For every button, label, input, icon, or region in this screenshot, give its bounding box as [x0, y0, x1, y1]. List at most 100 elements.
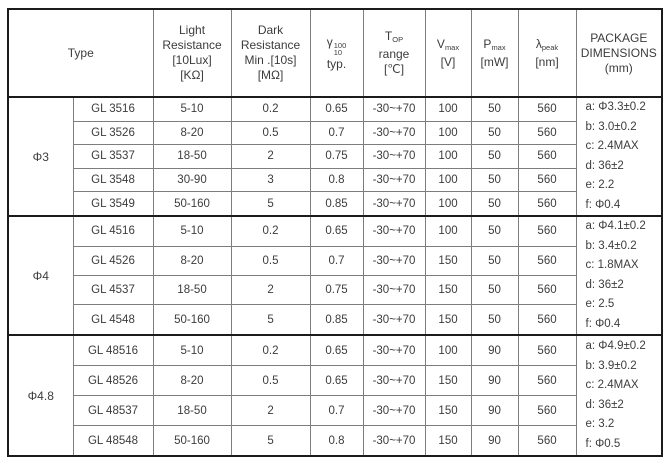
cell-model: GL 48526	[72, 365, 154, 396]
table-row: GL 48548 50-160 5 0.8 -30~+70 150 90 560	[8, 425, 662, 457]
table-row: Φ4.8 GL 48516 5-10 0.2 0.65 -30~+70 100 90 560 a:…	[7, 334, 663, 457]
package-dimension-line: e: 3.2	[585, 418, 615, 430]
package-dimension-line: a: Φ3.3±0.2	[585, 101, 646, 113]
package-dimension-line: d: 36±2	[585, 278, 624, 291]
table-row: GL 48526 8-20 0.5 0.65 -30~+70 150 90 560	[8, 365, 662, 396]
package-dimension-line: a: Φ4.9±0.2	[585, 340, 646, 352]
cell-gamma: 0.65	[309, 95, 364, 122]
cell-gamma: 0.65	[309, 365, 364, 396]
table-row: GL 3526 8-20 0.5 0.7 -30~+70 100 50 560	[8, 120, 662, 146]
table-row: GL 48537 18-50 2 0.7 -30~+70 150 90 560	[8, 395, 662, 426]
cell-light-resistance: 5-10	[152, 215, 232, 247]
cell-dark-resistance: 5	[230, 191, 311, 217]
header-row: Type Light Resistance [10Lux] [KΩ] Dark …	[7, 8, 663, 98]
cell-light-resistance: 18-50	[152, 274, 232, 306]
col-header-top-range: TOP range [℃]	[362, 8, 426, 98]
cell-model: GL 3549	[72, 191, 154, 217]
package-dimension-line: c: 1.8MAX	[585, 259, 639, 271]
cell-top-range: -30~+70	[362, 144, 426, 169]
cell-vmax: 150	[424, 425, 472, 457]
cell-lambda-peak: 560	[517, 215, 577, 247]
package-dimensions-list: a: Φ3.3±0.2 b: 3.0±0.2 c: 2.4MAX d: 36±2 e: …	[577, 99, 661, 215]
package-dimension-line: f: Φ0.4	[585, 198, 621, 211]
group-type-cell: Φ4.8	[7, 334, 74, 457]
cell-top-range: -30~+70	[362, 365, 426, 396]
cell-top-range: -30~+70	[362, 425, 426, 457]
table-row: Φ4 GL 4516 5-10 0.2 0.65 -30~+70 100 50 560 a: Φ4…	[7, 215, 663, 336]
cell-top-range: -30~+70	[362, 395, 426, 426]
col-header-dark-resistance: Dark Resistance Min .[10s] [MΩ]	[230, 8, 311, 98]
package-dimension-line: b: 3.9±0.2	[585, 359, 637, 372]
cell-model: GL 48516	[72, 334, 154, 366]
cell-dark-resistance: 0.5	[230, 245, 311, 276]
cell-light-resistance: 18-50	[152, 144, 232, 169]
cell-top-range: -30~+70	[362, 167, 426, 193]
cell-top-range: -30~+70	[362, 334, 426, 366]
cell-pmax: 90	[470, 395, 519, 426]
package-dimension-line: d: 36±2	[585, 398, 624, 411]
cell-dark-resistance: 2	[230, 144, 311, 169]
group-type-cell: Φ3	[7, 96, 74, 217]
cell-gamma: 0.8	[309, 167, 364, 193]
cell-top-range: -30~+70	[362, 304, 426, 336]
cell-gamma: 0.7	[309, 395, 364, 426]
cell-vmax: 150	[424, 245, 472, 276]
cell-dark-resistance: 0.2	[230, 95, 311, 122]
package-dimension-line: c: 2.4MAX	[585, 379, 639, 391]
cell-gamma: 0.85	[309, 191, 364, 217]
package-dimension-line: f: Φ0.4	[585, 317, 621, 330]
cell-pmax: 90	[470, 334, 519, 366]
package-dimension-line: b: 3.4±0.2	[585, 239, 637, 252]
cell-dark-resistance: 0.2	[230, 215, 311, 247]
cell-gamma: 0.7	[309, 245, 364, 276]
package-dimensions-cell: a: Φ3.3±0.2 b: 3.0±0.2 c: 2.4MAX d: 36±2 e: …	[575, 96, 663, 217]
cell-vmax: 100	[424, 120, 472, 146]
col-header-type: Type	[7, 8, 154, 98]
cell-pmax: 50	[470, 215, 519, 247]
cell-model: GL 3537	[72, 144, 154, 169]
cell-model: GL 48548	[72, 425, 154, 457]
cell-lambda-peak: 560	[517, 120, 577, 146]
table-row: GL 4526 8-20 0.5 0.7 -30~+70 150 50 560	[8, 245, 662, 276]
cell-dark-resistance: 0.2	[230, 334, 311, 366]
cell-gamma: 0.85	[309, 304, 364, 336]
table-row: GL 4548 50-160 5 0.85 -30~+70 150 50 560	[8, 304, 662, 336]
pmax-symbol: Pmax	[483, 36, 506, 52]
cell-lambda-peak: 560	[517, 274, 577, 306]
cell-dark-resistance: 2	[230, 395, 311, 426]
package-dimension-line: c: 2.4MAX	[585, 140, 639, 152]
package-dimensions-cell: a: Φ4.1±0.2 b: 3.4±0.2 c: 1.8MAX d: 36±2 e: …	[575, 215, 663, 336]
cell-pmax: 50	[470, 120, 519, 146]
cell-lambda-peak: 560	[517, 191, 577, 217]
col-header-vmax: Vmax [V]	[424, 8, 472, 98]
package-dimensions-cell: a: Φ4.9±0.2 b: 3.9±0.2 c: 2.4MAX d: 36±2 e: …	[575, 334, 663, 457]
cell-model: GL 48537	[72, 395, 154, 426]
cell-vmax: 100	[424, 144, 472, 169]
table-row: GL 4537 18-50 2 0.75 -30~+70 150 50 560	[8, 274, 662, 306]
cell-pmax: 50	[470, 191, 519, 217]
cell-top-range: -30~+70	[362, 191, 426, 217]
cell-top-range: -30~+70	[362, 215, 426, 247]
cell-pmax: 50	[470, 304, 519, 336]
cell-light-resistance: 8-20	[152, 245, 232, 276]
cell-vmax: 100	[424, 191, 472, 217]
cell-vmax: 100	[424, 167, 472, 193]
cell-vmax: 150	[424, 304, 472, 336]
col-header-gamma: γ 100 10 typ.	[309, 8, 364, 98]
cell-top-range: -30~+70	[362, 120, 426, 146]
gamma-symbol: γ 100 10	[326, 34, 347, 57]
cell-model: GL 4548	[72, 304, 154, 336]
cell-pmax: 50	[470, 95, 519, 122]
vmax-symbol: Vmax	[436, 36, 460, 52]
cell-gamma: 0.8	[309, 425, 364, 457]
cell-dark-resistance: 5	[230, 304, 311, 336]
photoresistor-spec-table: Type Light Resistance [10Lux] [KΩ] Dark …	[7, 8, 664, 457]
cell-lambda-peak: 560	[517, 144, 577, 169]
package-dimension-line: b: 3.0±0.2	[585, 120, 637, 133]
package-dimensions-list: a: Φ4.1±0.2 b: 3.4±0.2 c: 1.8MAX d: 36±2 e: …	[577, 218, 661, 334]
table-row: GL 3537 18-50 2 0.75 -30~+70 100 50 560	[8, 144, 662, 169]
package-dimension-line: e: 2.5	[585, 298, 615, 310]
cell-gamma: 0.75	[309, 144, 364, 169]
group-type-cell: Φ4	[7, 215, 74, 336]
